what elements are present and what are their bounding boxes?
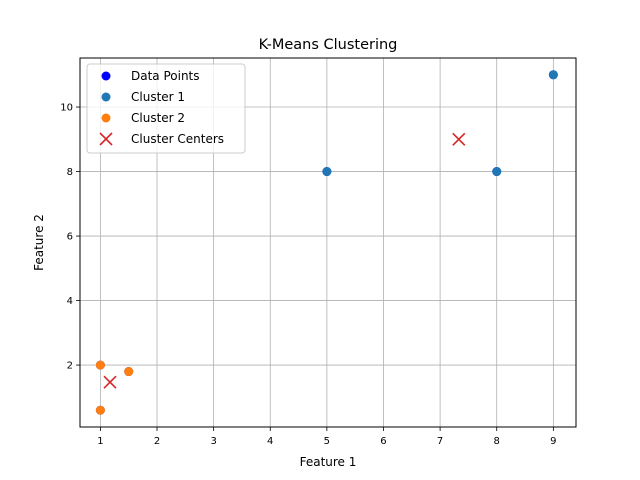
x-tick-label: 3 xyxy=(210,436,216,447)
legend-item: Data Points xyxy=(101,69,200,83)
chart-title: K-Means Clustering xyxy=(259,37,398,53)
cluster-centers-point xyxy=(452,132,466,146)
legend-item: Cluster 2 xyxy=(101,111,185,125)
cluster-2-point xyxy=(95,360,105,370)
series-cluster-centers xyxy=(103,132,466,389)
x-tick-label: 6 xyxy=(380,436,386,447)
y-tick-label: 8 xyxy=(67,167,73,178)
x-tick-label: 5 xyxy=(324,436,330,447)
cluster-1-point xyxy=(492,167,502,177)
cluster-2-point xyxy=(95,405,105,415)
x-tick-label: 7 xyxy=(437,436,443,447)
series-cluster-1 xyxy=(322,70,558,177)
legend-label: Cluster Centers xyxy=(131,132,224,146)
cluster-2-point xyxy=(124,367,134,377)
legend: Data Points Cluster 1 Cluster 2 Cluster Cen… xyxy=(86,63,246,154)
x-tick-label: 8 xyxy=(494,436,500,447)
y-tick-label: 10 xyxy=(60,103,73,114)
x-tick-label: 2 xyxy=(154,436,160,447)
legend-label: Cluster 2 xyxy=(131,111,185,125)
legend-item: Cluster Centers xyxy=(99,132,224,146)
x-axis-ticks: 1 2 3 4 5 6 7 8 9 xyxy=(97,427,557,447)
series-cluster-2 xyxy=(95,360,134,415)
legend-marker-cluster-2 xyxy=(101,113,111,123)
y-tick-label: 6 xyxy=(67,232,73,243)
x-tick-label: 4 xyxy=(267,436,273,447)
cluster-1-point xyxy=(322,167,332,177)
y-axis-label: Feature 2 xyxy=(32,214,46,271)
y-axis-ticks: 2 4 6 8 10 xyxy=(60,103,80,372)
plot-area-frame xyxy=(79,57,577,428)
y-tick-label: 2 xyxy=(67,361,73,372)
legend-marker-data-points xyxy=(101,71,111,81)
y-tick-label: 4 xyxy=(67,296,73,307)
legend-label: Cluster 1 xyxy=(131,90,185,104)
legend-marker-cluster-centers xyxy=(99,132,113,146)
legend-label: Data Points xyxy=(131,69,200,83)
legend-box xyxy=(86,63,246,154)
cluster-centers-point xyxy=(103,375,117,389)
legend-item: Cluster 1 xyxy=(101,90,185,104)
x-tick-label: 1 xyxy=(97,436,103,447)
legend-marker-cluster-1 xyxy=(101,92,111,102)
data-points xyxy=(95,70,558,415)
x-axis-label: Feature 1 xyxy=(300,455,357,469)
cluster-1-point xyxy=(548,70,558,80)
x-tick-label: 9 xyxy=(550,436,556,447)
